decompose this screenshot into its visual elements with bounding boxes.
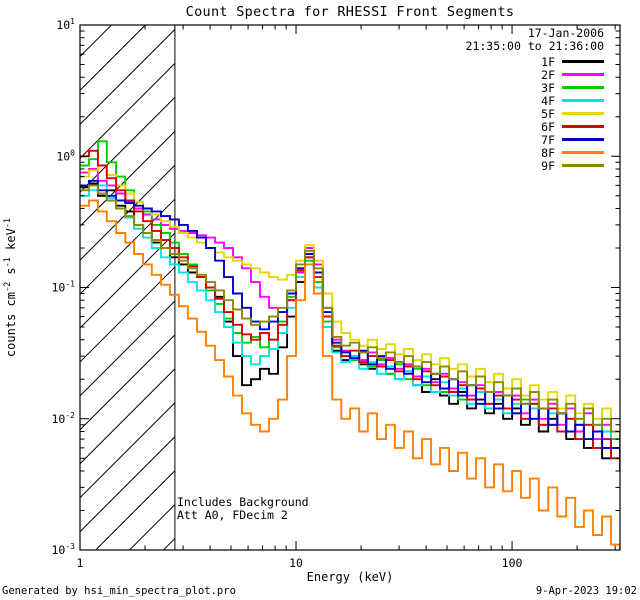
series-line-5F (80, 164, 620, 440)
legend-item-5F: 5F (541, 106, 604, 121)
legend-label: 9F (541, 158, 555, 173)
legend-item-6F: 6F (541, 119, 604, 134)
generator-credit: Generated by hsi_min_spectra_plot.pro (2, 585, 236, 597)
annotation-includes-background: Includes Background (177, 495, 309, 509)
y-tick-label: 10-3 (52, 542, 76, 557)
series-line-7F (80, 179, 620, 459)
legend-color-line (562, 60, 604, 63)
legend-item-7F: 7F (541, 132, 604, 147)
legend-color-line (562, 164, 604, 167)
legend-item-9F: 9F (541, 158, 604, 173)
observation-time-range: 21:35:00 to 21:36:00 (465, 39, 604, 53)
legend-color-line (562, 73, 604, 76)
chart-title: Count Spectra for RHESSI Front Segments (185, 4, 515, 20)
x-tick-label: 10 (289, 556, 303, 570)
legend-item-8F: 8F (541, 145, 604, 160)
annotation-attenuator-decimation: Att A0, FDecim 2 (177, 508, 288, 522)
render-timestamp: 9-Apr-2023 19:02 (535, 585, 637, 597)
legend-label: 3F (541, 80, 555, 95)
hatch-region (80, 25, 175, 550)
legend-color-line (562, 86, 604, 89)
legend-item-1F: 1F (541, 54, 604, 69)
observation-date: 17-Jan-2006 (527, 26, 604, 40)
legend: 1F 2F 3F 4F 5F 6F 7F 8F 9F (541, 54, 604, 173)
series-group (80, 140, 620, 550)
x-tick-label: 1 (77, 556, 84, 570)
legend-color-line (562, 112, 604, 115)
legend-color-line (562, 138, 604, 141)
legend-color-line (562, 125, 604, 128)
legend-item-4F: 4F (541, 93, 604, 108)
x-axis-label: Energy (keV) (307, 570, 394, 584)
y-tick-label: 10-1 (52, 280, 76, 295)
legend-label: 7F (541, 132, 555, 147)
y-axis-label: counts cm-2 s-1 keV-1 (3, 218, 18, 357)
y-tick-label: 10-2 (52, 411, 76, 426)
legend-color-line (562, 151, 604, 154)
legend-label: 2F (541, 67, 555, 82)
legend-item-2F: 2F (541, 67, 604, 82)
legend-label: 1F (541, 54, 555, 69)
y-tick-label: 101 (56, 17, 75, 32)
legend-label: 4F (541, 93, 555, 108)
legend-item-3F: 3F (541, 80, 604, 95)
legend-label: 5F (541, 106, 555, 121)
y-tick-label: 100 (56, 148, 75, 163)
x-tick-label: 100 (502, 556, 523, 570)
series-line-8F (80, 199, 620, 550)
axis-ticks (79, 24, 620, 551)
legend-color-line (562, 99, 604, 102)
legend-label: 6F (541, 119, 555, 134)
series-line-9F (80, 184, 620, 440)
legend-label: 8F (541, 145, 555, 160)
